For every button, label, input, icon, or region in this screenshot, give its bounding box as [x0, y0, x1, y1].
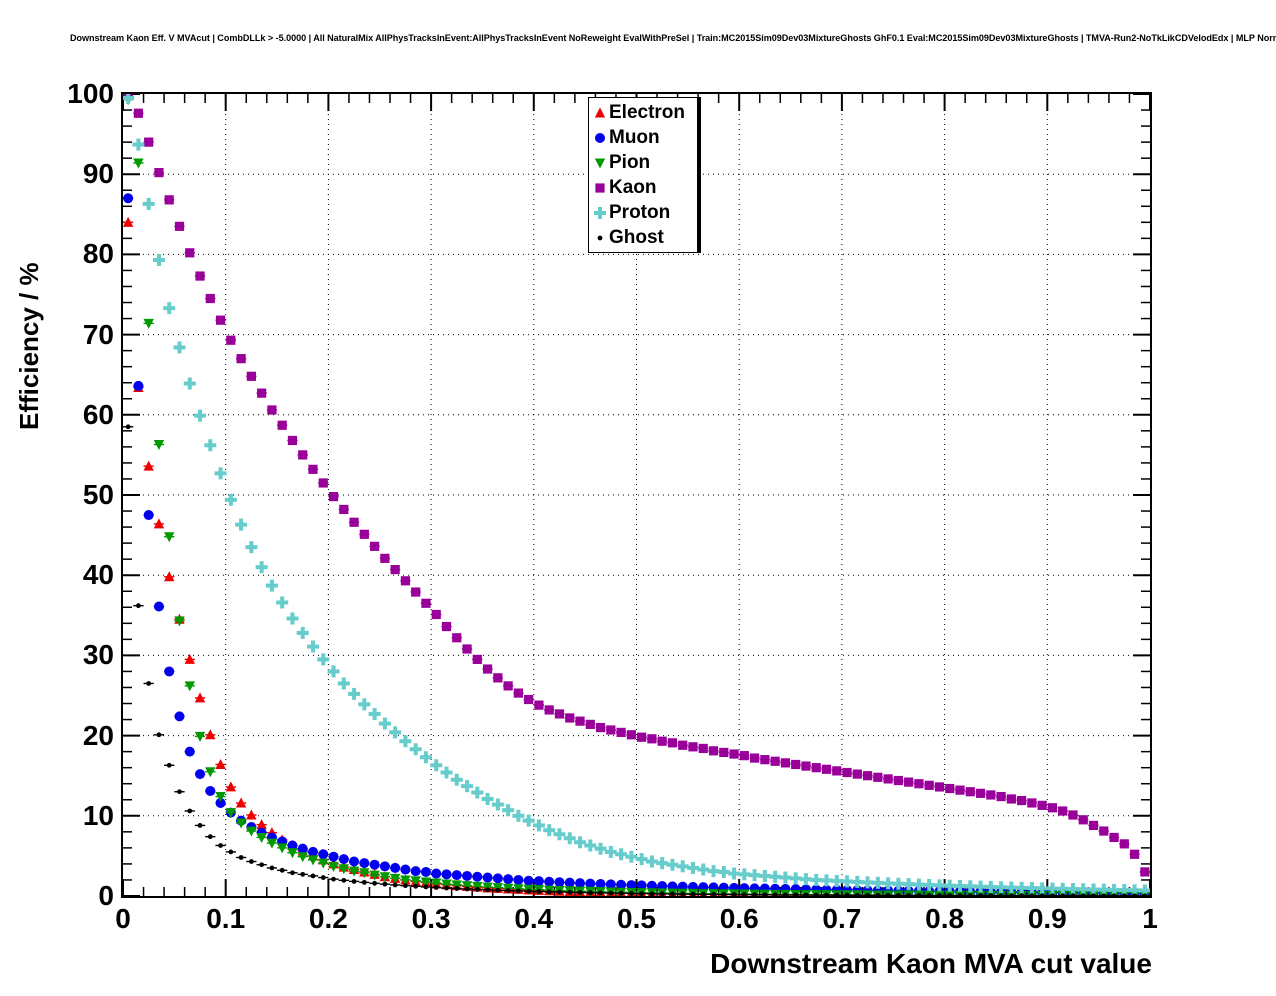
- triangle-down-icon: [592, 155, 608, 171]
- x-axis-title: Downstream Kaon MVA cut value: [710, 948, 1152, 979]
- series-muon: [123, 193, 1150, 896]
- y-tick-label: 90: [82, 158, 114, 190]
- legend-label: Electron: [609, 102, 686, 123]
- legend-item-kaon[interactable]: Kaon: [589, 175, 697, 200]
- x-tick-label: 0.1: [206, 903, 246, 934]
- series-ghost: [123, 424, 1150, 896]
- legend-item-electron[interactable]: Electron: [589, 100, 697, 125]
- square-icon: [592, 180, 608, 196]
- x-tick-label: 0.2: [308, 903, 348, 934]
- x-tick-label: 0.9: [1027, 903, 1067, 934]
- legend-item-muon[interactable]: Muon: [589, 125, 697, 150]
- y-tick-label: 30: [82, 639, 114, 671]
- series-electron: [123, 216, 1150, 896]
- y-tick-label: 60: [82, 398, 114, 430]
- legend-item-proton[interactable]: Proton: [589, 200, 697, 225]
- x-tick-label: 0.8: [925, 903, 965, 934]
- legend-label: Proton: [609, 202, 671, 223]
- legend-label: Ghost: [609, 227, 664, 248]
- triangle-up-icon: [592, 105, 608, 121]
- series-kaon: [123, 94, 1150, 877]
- y-tick-label: 0: [98, 880, 114, 911]
- x-tick-label: 0.4: [514, 903, 554, 934]
- y-tick-label: 70: [82, 318, 114, 350]
- series-proton: [123, 94, 1150, 896]
- legend[interactable]: Electron Muon Pion Kaon Proton Ghost: [588, 97, 698, 253]
- y-tick-label: 10: [82, 799, 114, 831]
- x-tick-label: 0.7: [822, 903, 862, 934]
- y-tick-label: 80: [82, 238, 114, 270]
- y-tick-label: 20: [82, 719, 114, 751]
- y-tick-label: 40: [82, 559, 114, 591]
- gridlines: [123, 94, 1150, 896]
- x-tick-label: 0.3: [411, 903, 451, 934]
- legend-item-pion[interactable]: Pion: [589, 150, 697, 175]
- plot-area: [123, 94, 1150, 896]
- legend-label: Pion: [609, 152, 651, 173]
- data-series-layer: [123, 94, 1150, 896]
- x-tick-label: 0: [115, 903, 131, 934]
- dot-icon: [592, 230, 608, 246]
- y-tick-label: 100: [67, 78, 114, 109]
- legend-label: Kaon: [609, 177, 657, 198]
- x-tick-label: 0.5: [617, 903, 656, 934]
- circle-icon: [592, 130, 608, 146]
- x-tick-label: 0.6: [719, 903, 759, 934]
- legend-label: Muon: [609, 127, 660, 148]
- y-tick-label: 50: [82, 479, 114, 510]
- cross-icon: [592, 205, 608, 221]
- x-tick-label: 1: [1142, 903, 1158, 934]
- plot-title: Downstream Kaon Eff. V MVAcut | CombDLLk…: [70, 33, 1276, 43]
- legend-item-ghost[interactable]: Ghost: [589, 225, 697, 250]
